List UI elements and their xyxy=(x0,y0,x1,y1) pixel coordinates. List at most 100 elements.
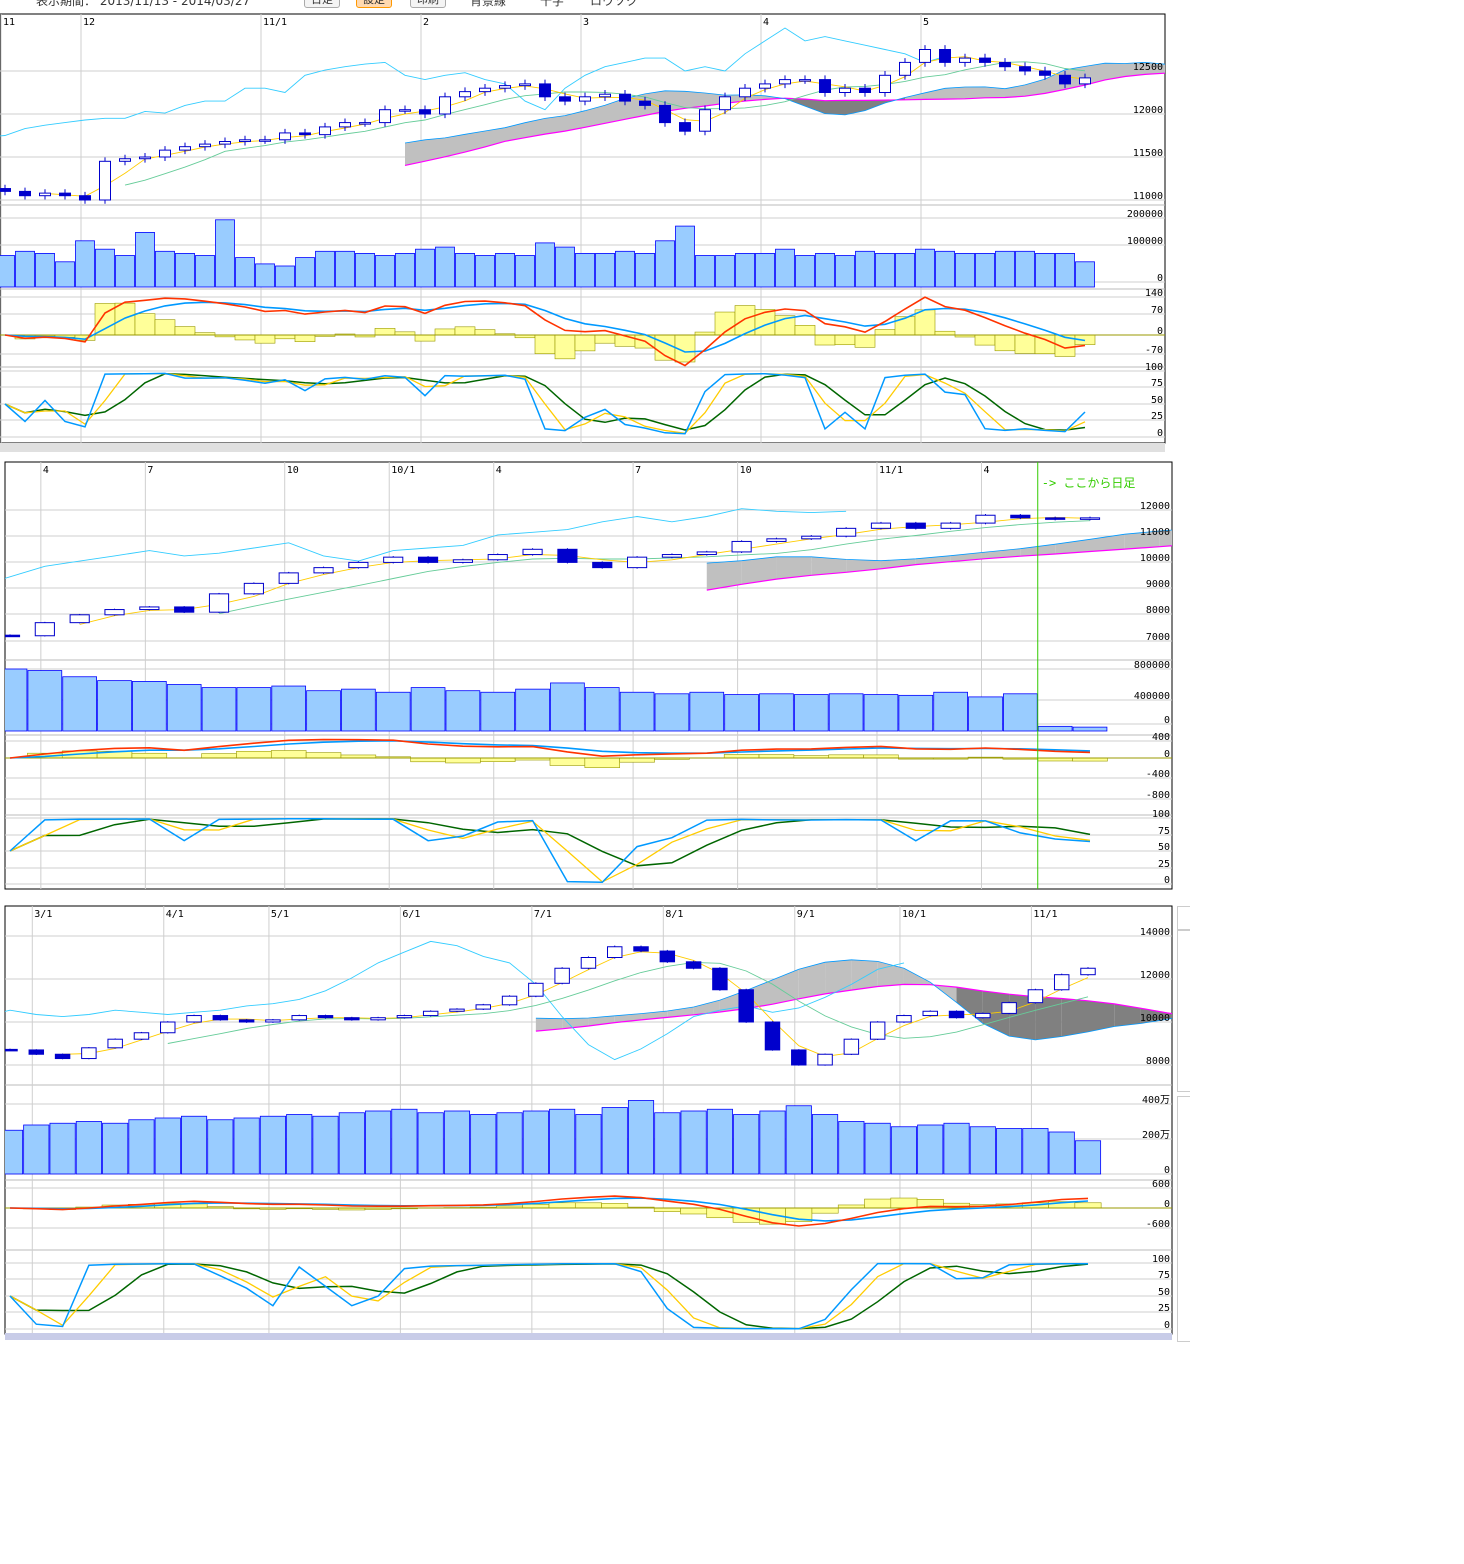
volume-bar xyxy=(135,231,155,288)
candle xyxy=(359,122,371,125)
chart-body xyxy=(5,462,1172,889)
ichimoku-cloud xyxy=(565,110,585,132)
volume-bar xyxy=(995,250,1015,288)
x-tick-label: 3 xyxy=(583,17,589,28)
macd-histogram-bar xyxy=(548,1202,576,1209)
chart-panel-1[interactable]: 11 12 11/1 2 3 4 5 12500 12000 11500 11000 200000 10… xyxy=(0,0,1170,456)
macd-histogram-bar xyxy=(574,1202,602,1209)
ichimoku-cloud xyxy=(1124,531,1160,550)
volume-bar xyxy=(733,1114,760,1175)
ichimoku-cloud xyxy=(805,99,825,114)
candle xyxy=(1045,517,1066,520)
chart-panel-3[interactable]: 3/1 4/1 5/1 6/1 7/1 8/1 9/1 10/1 11/114000120001… xyxy=(0,0,1180,1345)
candle xyxy=(764,1021,781,1051)
senkou-span-a-line xyxy=(404,61,1165,144)
volume-bar xyxy=(445,690,481,732)
ichimoku-cloud xyxy=(485,127,505,147)
volume-bar xyxy=(855,250,875,288)
option-checkbox-1[interactable]: 背景線 xyxy=(470,0,507,8)
ichimoku-cloud xyxy=(1114,1003,1141,1027)
ichimoku-cloud xyxy=(1088,1000,1115,1032)
chikou-span-line xyxy=(0,27,946,137)
candle xyxy=(940,522,961,529)
ichimoku-cloud xyxy=(425,137,445,162)
candle xyxy=(843,1038,860,1055)
candle xyxy=(739,87,751,98)
option-checkbox-2[interactable]: 十字 xyxy=(540,0,565,8)
horizontal-scrollbar[interactable] xyxy=(5,1333,1172,1340)
candle xyxy=(487,554,508,561)
candle xyxy=(5,634,21,638)
volume-bar xyxy=(215,219,235,288)
volume-bar xyxy=(890,1126,917,1175)
volume-bar xyxy=(915,248,935,288)
stochastic-axis-label: 75 xyxy=(1158,1270,1170,1281)
print-button[interactable]: 印刷 xyxy=(410,0,446,8)
volume-bar xyxy=(375,255,395,288)
volume-bar xyxy=(286,1114,313,1175)
stochastic-axis-label: 25 xyxy=(1151,411,1163,422)
volume-bar xyxy=(375,691,411,732)
ichimoku-cloud xyxy=(880,558,916,569)
ichimoku-cloud xyxy=(825,959,852,994)
volume-bar xyxy=(735,252,755,288)
candle xyxy=(779,79,791,85)
price-axis-label: 12000 xyxy=(1133,105,1163,116)
macd-histogram-bar xyxy=(811,1207,839,1214)
ichimoku-cloud xyxy=(985,548,1021,559)
volume-bar xyxy=(555,246,575,288)
price-axis-label: 10000 xyxy=(1140,553,1170,564)
candle xyxy=(139,156,151,160)
senkou-span-a-line xyxy=(535,959,1172,1041)
chart-body xyxy=(5,906,1172,1334)
volume-bar xyxy=(549,1108,576,1175)
ichimoku-cloud xyxy=(535,1018,563,1032)
volume-bar xyxy=(275,265,295,288)
candle xyxy=(999,61,1011,68)
candle xyxy=(528,982,544,997)
volume-bar xyxy=(969,1126,996,1175)
price-axis-label: 12500 xyxy=(1133,62,1163,73)
stochastic-axis-label: 0 xyxy=(1164,1320,1170,1331)
candle xyxy=(383,556,404,563)
candle xyxy=(839,87,851,93)
option-checkbox-3[interactable]: ロウソク xyxy=(590,0,639,8)
ichimoku-cloud xyxy=(811,556,847,576)
volume-bar xyxy=(654,1112,681,1175)
volume-bar xyxy=(1075,261,1095,288)
ichimoku-cloud xyxy=(851,959,878,991)
horizontal-scrollbar[interactable] xyxy=(0,443,1165,452)
settings-button[interactable]: 設定 xyxy=(356,0,392,8)
volume-bar xyxy=(475,255,495,288)
volume-bar xyxy=(102,1122,129,1175)
candle xyxy=(396,1015,413,1019)
ichimoku-cloud xyxy=(465,131,485,153)
volume-axis-label: 200万 xyxy=(1142,1130,1170,1141)
candle xyxy=(948,1010,965,1019)
candle xyxy=(939,49,951,63)
price-axis-label: 7000 xyxy=(1146,632,1170,643)
volume-bar xyxy=(943,1122,970,1175)
volume-bar xyxy=(181,1115,208,1175)
volume-bar xyxy=(5,668,28,732)
stochastic-d-line xyxy=(9,818,1091,883)
macd-line xyxy=(4,296,1086,367)
volume-bar xyxy=(255,263,275,288)
chart-panel-2[interactable]: 4 7 10 10/1 4 7 10 11/1 4-> ここから日足12000110001000… xyxy=(0,0,1180,900)
interval-select[interactable]: 日足 xyxy=(304,0,340,8)
volume-bar xyxy=(863,694,899,732)
volume-axis-label: 0 xyxy=(1157,273,1163,284)
candle xyxy=(685,961,702,969)
volume-bar xyxy=(706,1108,733,1175)
candle xyxy=(975,1012,991,1019)
x-tick-label: 9/1 xyxy=(797,909,815,920)
ichimoku-cloud xyxy=(685,91,705,109)
candle xyxy=(639,100,651,106)
ichimoku-cloud xyxy=(667,1007,694,1018)
volume-bar xyxy=(480,691,516,732)
stochastic-axis-label: 75 xyxy=(1158,826,1170,837)
macd-histogram-bar xyxy=(601,1203,629,1209)
x-tick-label: 7 xyxy=(635,465,641,476)
candle xyxy=(452,559,473,563)
volume-bar xyxy=(724,694,759,732)
